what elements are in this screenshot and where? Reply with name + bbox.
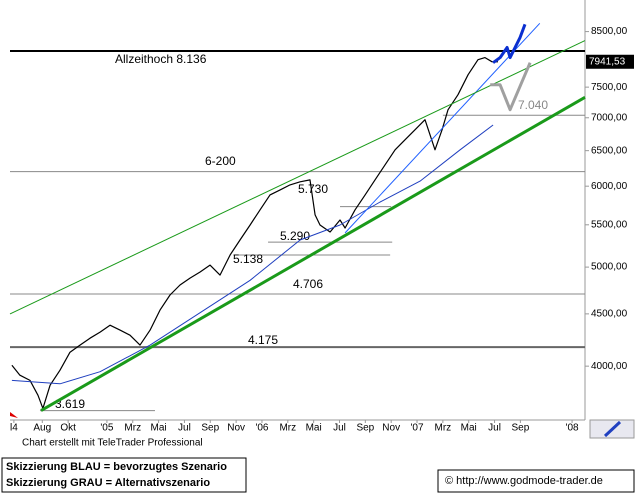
x-tick-label: Aug xyxy=(33,423,51,434)
legend-line: Skizzierung GRAU = Alternativszenario xyxy=(6,477,210,489)
x-tick-label: Nov xyxy=(382,423,400,434)
y-tick-label: 5500,00 xyxy=(591,219,628,230)
level-label: 3.619 xyxy=(55,397,85,411)
series-line xyxy=(11,56,498,409)
x-tick-label: '08 xyxy=(566,423,579,434)
level-label: 5.290 xyxy=(280,229,310,243)
marker xyxy=(10,412,18,418)
legend-line: Skizzierung BLAU = bevorzugtes Szenario xyxy=(6,461,227,473)
x-tick-label: Mrz xyxy=(124,423,141,434)
y-tick-label: 7500,00 xyxy=(591,82,628,93)
level-label: 4.706 xyxy=(293,277,323,291)
x-tick-label: Mai xyxy=(461,423,477,434)
level-label: 5.730 xyxy=(298,182,328,196)
level-label: 4.175 xyxy=(248,333,278,347)
legend-box xyxy=(1,457,247,493)
level-label: 7.040 xyxy=(518,98,548,112)
y-tick-label: 8500,00 xyxy=(591,26,628,37)
x-tick-label: Jul xyxy=(333,423,346,434)
series-line xyxy=(40,96,586,412)
y-tick-label: 4500,00 xyxy=(591,309,628,320)
x-tick-label: Mai xyxy=(306,423,322,434)
last-value-box xyxy=(586,54,634,69)
series-line xyxy=(9,40,586,315)
credit: Chart erstellt mit TeleTrader Profession… xyxy=(22,438,203,449)
level-label: 5.138 xyxy=(233,252,263,266)
y-tick-label: 5000,00 xyxy=(591,262,628,273)
x-tick-label: Mrz xyxy=(435,423,452,434)
series-line xyxy=(11,124,494,385)
y-tick-label: 4000,00 xyxy=(591,361,628,372)
x-tick-label: '06 xyxy=(255,423,268,434)
x-tick-label: Mrz xyxy=(279,423,296,434)
x-tick-label: Jul xyxy=(488,423,501,434)
axes: 8500,00 7500,00 7000,00 6500,00 6000,00 5500,… xyxy=(10,26,628,433)
x-tick-label: Jul xyxy=(178,423,191,434)
x-tick-label: Nov xyxy=(227,423,245,434)
x-tick-label: Mai xyxy=(151,423,167,434)
source: © http://www.godmode-trader.de xyxy=(445,475,603,487)
y-tick-label: 6000,00 xyxy=(591,181,628,192)
level-label: 6-200 xyxy=(205,154,236,168)
x-tick-label: '05 xyxy=(100,423,113,434)
x-tick-label: l4 xyxy=(10,423,18,434)
tool-icon[interactable] xyxy=(603,420,622,438)
x-tick-label: Sep xyxy=(201,423,219,434)
y-tick-label: 6500,00 xyxy=(591,145,628,156)
x-tick-label: '07 xyxy=(410,423,423,434)
source-box xyxy=(437,469,635,493)
x-tick-label: Sep xyxy=(356,423,374,434)
x-tick-label: Sep xyxy=(511,423,529,434)
series-line xyxy=(492,23,527,64)
y-tick-label: 7000,00 xyxy=(591,112,628,123)
x-tick-label: Okt xyxy=(60,423,76,434)
series-line xyxy=(344,22,541,234)
level-label: Allzeithoch 8.136 xyxy=(115,52,207,66)
series-line xyxy=(490,62,532,112)
last-value-label: 7941,53 xyxy=(589,56,626,67)
